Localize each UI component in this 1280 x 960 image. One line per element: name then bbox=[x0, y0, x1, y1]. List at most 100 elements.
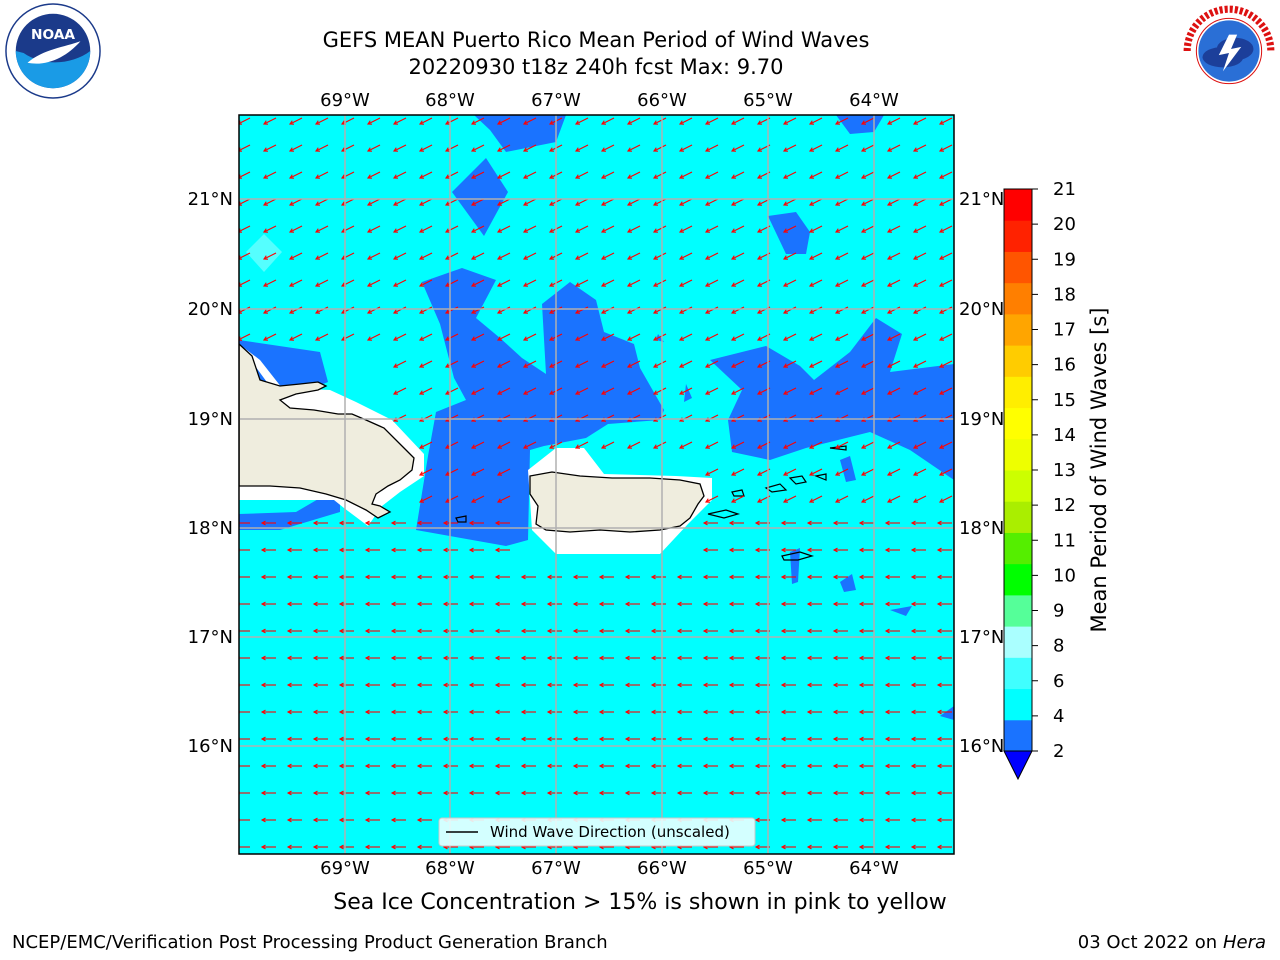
wind-wave-arrow bbox=[783, 387, 797, 395]
wind-wave-arrowhead bbox=[782, 471, 789, 476]
wind-wave-arrowhead bbox=[728, 547, 734, 553]
wind-wave-arrowhead bbox=[286, 817, 292, 823]
wind-wave-arrowhead bbox=[468, 628, 474, 634]
wind-wave-arrowhead bbox=[470, 498, 477, 503]
wind-wave-arrowhead bbox=[910, 682, 916, 688]
wind-wave-arrow bbox=[783, 441, 797, 449]
wind-wave-arrow bbox=[263, 252, 277, 260]
wind-wave-arrowhead bbox=[366, 147, 373, 152]
wind-wave-arrowhead bbox=[416, 790, 422, 796]
wind-wave-arrow bbox=[627, 414, 641, 422]
wind-wave-arrow bbox=[523, 279, 537, 287]
wind-wave-arrow bbox=[653, 117, 667, 125]
wind-wave-arrowhead bbox=[548, 363, 555, 368]
wind-wave-arrowhead bbox=[806, 844, 812, 850]
wind-wave-arrow bbox=[627, 279, 641, 287]
wind-wave-arrow bbox=[627, 306, 641, 314]
wind-wave-arrow bbox=[835, 414, 849, 422]
wind-wave-arrow bbox=[887, 171, 901, 179]
wind-wave-arrowhead bbox=[494, 628, 500, 634]
wind-wave-arrow bbox=[471, 333, 485, 341]
wind-wave-arrow bbox=[367, 279, 381, 287]
wind-wave-arrow bbox=[575, 333, 589, 341]
colorbar-tick-label: 12 bbox=[1053, 495, 1076, 516]
wind-wave-arrowhead bbox=[416, 547, 422, 553]
wind-wave-arrowhead bbox=[756, 120, 763, 125]
wind-wave-arrowhead bbox=[730, 201, 737, 206]
colorbar-tick-label: 21 bbox=[1053, 179, 1076, 200]
wind-wave-arrowhead bbox=[548, 174, 555, 179]
wind-wave-arrowhead bbox=[652, 201, 659, 206]
wind-wave-arrow bbox=[653, 144, 667, 152]
wind-wave-arrowhead bbox=[938, 201, 945, 206]
wind-wave-arrowhead bbox=[730, 228, 737, 233]
wind-wave-arrow bbox=[445, 306, 459, 314]
wind-wave-arrow bbox=[783, 495, 797, 503]
wind-wave-arrow bbox=[783, 333, 797, 341]
wind-wave-arrowhead bbox=[548, 336, 555, 341]
wind-wave-arrow bbox=[913, 252, 927, 260]
wind-wave-arrowhead bbox=[366, 282, 373, 287]
wind-wave-arrowhead bbox=[574, 174, 581, 179]
wind-wave-arrowhead bbox=[756, 336, 763, 341]
wind-wave-arrowhead bbox=[496, 147, 503, 152]
wind-wave-arrow bbox=[497, 171, 511, 179]
wind-wave-arrow bbox=[653, 333, 667, 341]
wind-wave-arrow bbox=[731, 252, 745, 260]
wind-wave-arrow bbox=[887, 387, 901, 395]
wind-wave-arrowhead bbox=[782, 363, 789, 368]
lat-label-left: 21°N bbox=[188, 189, 233, 210]
lon-label-bottom: 66°W bbox=[637, 858, 687, 879]
wind-wave-arrowhead bbox=[626, 255, 633, 260]
wind-wave-arrowhead bbox=[938, 336, 945, 341]
wind-wave-arrow bbox=[809, 279, 823, 287]
wind-wave-arrow bbox=[601, 252, 615, 260]
wind-wave-arrowhead bbox=[338, 763, 344, 769]
wind-wave-arrowhead bbox=[652, 120, 659, 125]
wind-wave-arrow bbox=[523, 171, 537, 179]
wind-wave-arrowhead bbox=[574, 390, 581, 395]
wind-wave-arrowhead bbox=[754, 817, 760, 823]
wind-wave-arrowhead bbox=[522, 309, 529, 314]
wind-wave-arrow bbox=[783, 198, 797, 206]
lon-label-top: 66°W bbox=[637, 90, 687, 111]
wind-wave-arrowhead bbox=[756, 498, 763, 503]
wind-wave-arrow bbox=[471, 468, 485, 476]
colorbar-segment bbox=[1004, 438, 1032, 471]
wind-wave-arrowhead bbox=[730, 147, 737, 152]
wind-wave-arrowhead bbox=[780, 817, 786, 823]
wind-wave-arrow bbox=[601, 306, 615, 314]
wind-wave-arrowhead bbox=[624, 601, 630, 607]
wind-wave-arrow bbox=[731, 360, 745, 368]
wind-wave-arrow bbox=[887, 117, 901, 125]
wind-wave-arrowhead bbox=[702, 709, 708, 715]
wind-wave-arrow bbox=[497, 144, 511, 152]
wind-wave-arrowhead bbox=[652, 147, 659, 152]
wind-wave-arrow bbox=[393, 117, 407, 125]
wind-wave-arrowhead bbox=[704, 471, 711, 476]
wind-wave-arrowhead bbox=[598, 736, 604, 742]
wind-wave-arrowhead bbox=[834, 363, 841, 368]
lat-label-right: 18°N bbox=[959, 518, 1004, 539]
wind-wave-arrow bbox=[939, 495, 953, 503]
wind-wave-arrowhead bbox=[834, 255, 841, 260]
wind-wave-arrow bbox=[523, 306, 537, 314]
wind-wave-arrowhead bbox=[366, 255, 373, 260]
wind-wave-arrowhead bbox=[392, 255, 399, 260]
wind-wave-arrowhead bbox=[782, 498, 789, 503]
wind-wave-arrowhead bbox=[676, 628, 682, 634]
wind-wave-arrow bbox=[471, 495, 485, 503]
wind-wave-arrowhead bbox=[806, 790, 812, 796]
wind-wave-arrow bbox=[783, 360, 797, 368]
colorbar-segment bbox=[1004, 251, 1032, 284]
colorbar-label: Mean Period of Wind Waves [s] bbox=[1087, 308, 1111, 633]
wind-wave-arrowhead bbox=[938, 228, 945, 233]
wind-wave-arrow bbox=[913, 495, 927, 503]
wind-wave-arrowhead bbox=[834, 336, 841, 341]
wind-wave-arrowhead bbox=[390, 790, 396, 796]
wind-wave-arrow bbox=[809, 225, 823, 233]
wind-wave-arrowhead bbox=[312, 601, 318, 607]
wind-wave-arrowhead bbox=[808, 309, 815, 314]
wind-wave-arrowhead bbox=[392, 120, 399, 125]
wind-wave-arrowhead bbox=[780, 736, 786, 742]
